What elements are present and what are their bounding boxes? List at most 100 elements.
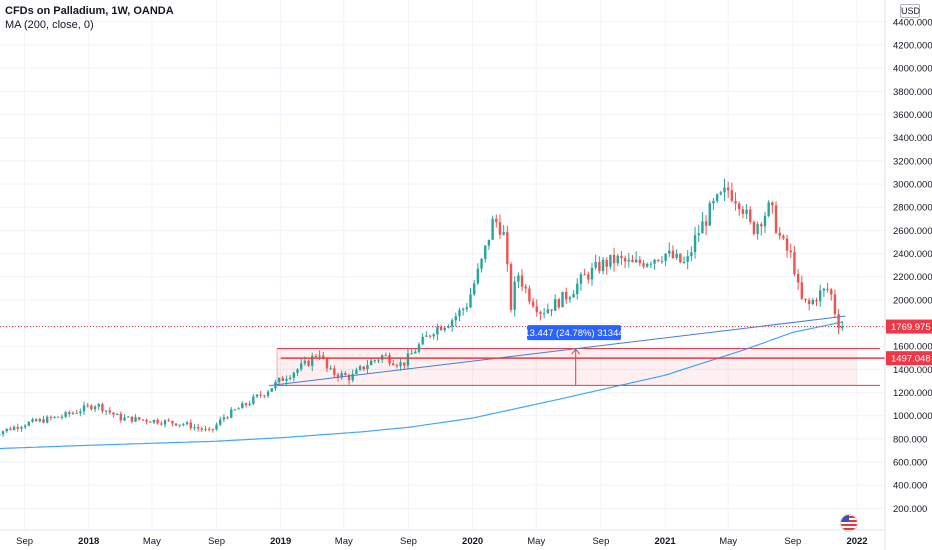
- candle-body: [388, 355, 391, 364]
- price-tick-label: 400.000: [893, 481, 927, 492]
- candle: [97, 402, 100, 411]
- candle: [38, 417, 42, 423]
- candle: [660, 255, 664, 264]
- candle-body: [506, 232, 509, 265]
- candle-body: [248, 403, 251, 405]
- candle: [42, 415, 45, 424]
- candle: [281, 375, 284, 381]
- candle-body: [355, 369, 358, 374]
- indicator-label[interactable]: MA (200, close, 0): [5, 19, 94, 31]
- candle: [664, 253, 667, 267]
- time-tick-label: May: [527, 536, 545, 547]
- candle: [649, 261, 653, 269]
- candle: [686, 250, 689, 270]
- candle: [152, 419, 156, 424]
- candle: [568, 295, 572, 303]
- candle-body: [645, 263, 649, 267]
- candle-body: [369, 360, 373, 366]
- candle: [657, 259, 660, 263]
- candle-body: [244, 403, 248, 405]
- candle-body: [296, 369, 299, 373]
- candle: [252, 394, 255, 406]
- time-axis[interactable]: Sep 2018 May Sep 2019 May Sep 2020 May Sep 2021 May…: [0, 529, 885, 547]
- candle: [156, 418, 159, 425]
- price-badges: 1769.975 1497.048: [886, 319, 932, 366]
- candle-body: [60, 416, 64, 418]
- symbol-title[interactable]: CFDs on Palladium, 1W, OANDA: [5, 5, 174, 17]
- candle-body: [288, 377, 292, 379]
- candle-body: [594, 262, 597, 268]
- time-tick-label: 2020: [462, 536, 483, 547]
- candle: [0, 434, 1, 436]
- measure-tool[interactable]: 313.447 (24.78%) 313447: [519, 325, 629, 386]
- candle-body: [259, 394, 262, 396]
- candle-body: [822, 288, 826, 291]
- measure-label-bg: [527, 325, 621, 341]
- candle-body: [410, 353, 413, 355]
- candle-body: [579, 274, 583, 284]
- price-axis[interactable]: 200.000 400.000 600.000 800.000 1000.000 1200…: [884, 0, 932, 550]
- candle-body: [241, 403, 244, 409]
- candle: [771, 201, 774, 214]
- candle-body: [292, 372, 296, 378]
- candle-body: [252, 396, 255, 404]
- candle-body: [833, 294, 837, 315]
- candle: [461, 307, 465, 316]
- candle-body: [189, 422, 192, 429]
- candle: [583, 268, 586, 276]
- candle-body: [517, 275, 520, 282]
- candle-body: [432, 334, 435, 337]
- candle-body: [760, 224, 763, 227]
- candle: [833, 289, 837, 318]
- candle: [752, 220, 756, 236]
- drawings[interactable]: [0, 315, 885, 387]
- candle: [49, 415, 53, 421]
- candle: [509, 262, 513, 313]
- candle: [90, 404, 93, 411]
- trendline: [269, 315, 846, 387]
- candle-body: [395, 365, 399, 367]
- candle: [130, 416, 134, 424]
- candle: [23, 424, 27, 429]
- candle: [498, 214, 502, 239]
- candle: [701, 212, 704, 234]
- candle: [774, 201, 778, 234]
- currency-button[interactable]: USD: [900, 4, 921, 18]
- time-tick-label: Sep: [16, 536, 33, 547]
- candle: [495, 214, 498, 228]
- candle: [535, 299, 538, 317]
- candle-body: [373, 360, 377, 362]
- candle: [734, 192, 737, 211]
- candle: [822, 287, 826, 297]
- candle-body: [38, 419, 42, 422]
- candle-body: [752, 221, 756, 234]
- candle: [71, 411, 75, 415]
- candle-body: [403, 362, 406, 366]
- flag-icon[interactable]: [840, 514, 858, 532]
- candle-body: [193, 427, 196, 429]
- candle: [406, 348, 410, 370]
- candle-body: [627, 259, 630, 262]
- candle-body: [690, 252, 693, 257]
- candle-body: [502, 232, 505, 235]
- candle: [355, 367, 358, 375]
- candle-body: [1, 431, 5, 435]
- candle: [642, 260, 645, 269]
- candle: [12, 425, 16, 431]
- candle-body: [598, 262, 601, 272]
- candle-body: [377, 359, 380, 361]
- time-tick-label: May: [335, 536, 353, 547]
- candle-body: [163, 420, 167, 425]
- candle-body: [811, 299, 815, 305]
- price-tick-label: 600.000: [893, 458, 927, 469]
- candle-body: [749, 209, 752, 222]
- candle: [601, 257, 605, 275]
- candle-body: [542, 313, 546, 315]
- candle-body: [358, 366, 362, 370]
- candle-body: [443, 327, 446, 331]
- candle-body: [796, 273, 800, 283]
- candle-body: [572, 294, 575, 298]
- price-tick-label: 2200.000: [893, 272, 932, 283]
- candle: [557, 297, 561, 310]
